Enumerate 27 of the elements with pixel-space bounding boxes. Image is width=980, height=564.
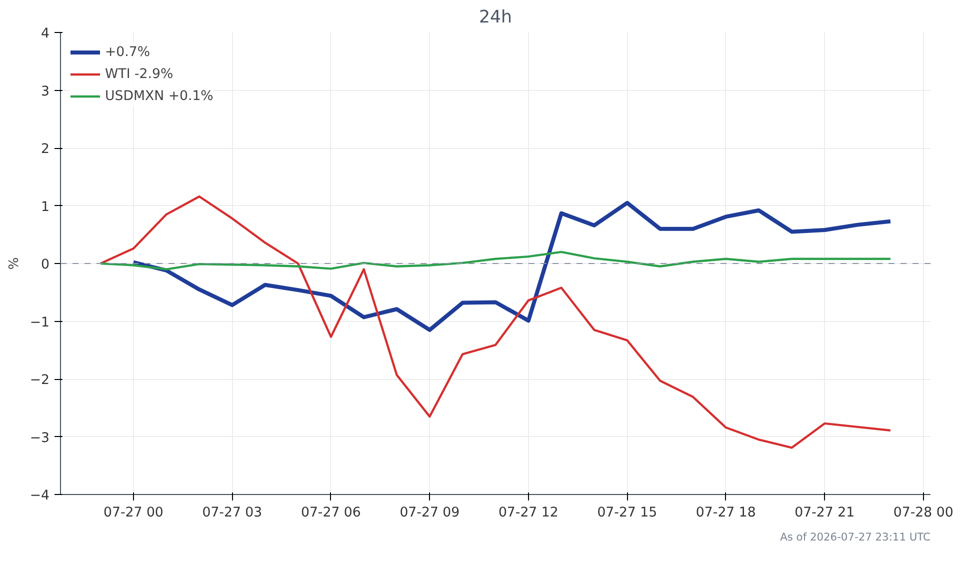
x-tick-label: 07-28 00 xyxy=(893,506,954,520)
x-tick-label: 07-27 21 xyxy=(794,506,855,520)
y-tick-label: 4 xyxy=(41,26,50,42)
line-series xyxy=(99,195,892,449)
x-tick-label: 07-27 03 xyxy=(202,506,262,520)
line-series xyxy=(131,200,892,332)
x-tick-label: 07-27 06 xyxy=(300,506,361,520)
line-series xyxy=(99,250,892,270)
y-tick-label: 2 xyxy=(41,142,50,157)
x-tick-label: 07-27 15 xyxy=(597,506,658,520)
y-tick-label: −4 xyxy=(30,488,50,504)
legend-label: +0.7% xyxy=(105,44,150,60)
x-tick-label: 07-27 18 xyxy=(696,506,756,520)
legend-label: USDMXN +0.1% xyxy=(105,88,214,104)
y-tick-label: −3 xyxy=(30,430,50,446)
y-tick-label: 1 xyxy=(41,200,50,215)
y-tick-label: 3 xyxy=(41,84,50,100)
x-tick-label: 07-27 12 xyxy=(498,506,558,520)
x-tick-label: 07-27 00 xyxy=(103,506,164,520)
x-tick-label: 07-27 09 xyxy=(400,506,460,520)
text: As of 2026-07-27 23:11 UTC xyxy=(780,530,931,544)
chart-title: 24h xyxy=(478,8,512,28)
y-axis-title: % xyxy=(6,257,22,270)
y-tick-label: −2 xyxy=(30,373,50,388)
y-tick-label: −1 xyxy=(30,315,50,330)
legend-label: WTI -2.9% xyxy=(105,66,174,82)
y-tick-label: 0 xyxy=(41,258,50,272)
